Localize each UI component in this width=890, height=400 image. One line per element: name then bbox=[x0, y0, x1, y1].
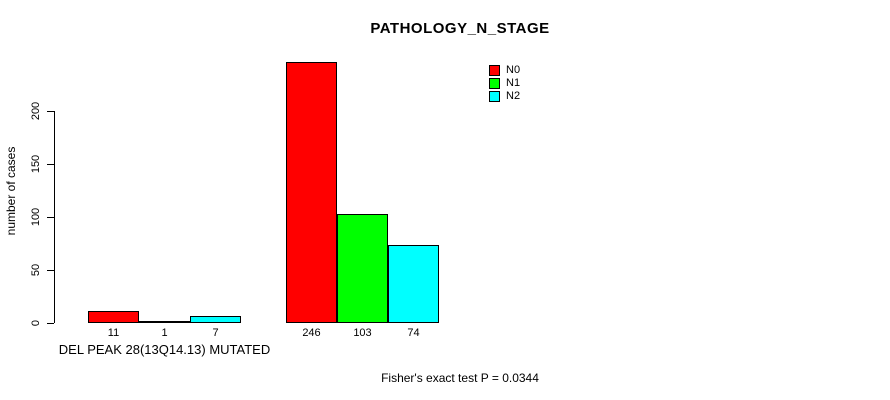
y-axis-tick-label: 150 bbox=[30, 154, 42, 174]
bar-value-label: 7 bbox=[212, 327, 219, 339]
legend-label-n1: N1 bbox=[506, 77, 521, 89]
chart-title: PATHOLOGY_N_STAGE bbox=[370, 20, 550, 37]
y-axis-tick bbox=[47, 217, 54, 218]
y-axis-tick bbox=[47, 164, 54, 165]
bar-n1-group1 bbox=[139, 321, 190, 323]
legend-label-n2: N2 bbox=[506, 90, 521, 102]
y-axis-tick-label: 100 bbox=[30, 207, 42, 227]
bar-n0-group2 bbox=[286, 62, 337, 323]
bar-n2-group1 bbox=[190, 316, 241, 323]
bar-value-label: 246 bbox=[302, 327, 321, 339]
y-axis-tick-label: 200 bbox=[30, 101, 42, 121]
y-axis-tick bbox=[47, 323, 54, 324]
y-axis-tick bbox=[47, 111, 54, 112]
legend-swatch-n2 bbox=[489, 91, 500, 102]
stat-caption: Fisher's exact test P = 0.0344 bbox=[381, 371, 539, 385]
bar-n2-group2 bbox=[388, 245, 439, 323]
legend-label-n0: N0 bbox=[506, 64, 521, 76]
bar-value-label: 103 bbox=[353, 327, 372, 339]
bar-n1-group2 bbox=[337, 214, 388, 323]
bar-n0-group1 bbox=[88, 311, 139, 323]
y-axis-line bbox=[54, 111, 55, 323]
y-axis-tick-label: 50 bbox=[30, 263, 42, 277]
bar-value-label: 11 bbox=[107, 327, 120, 339]
legend-swatch-n1 bbox=[489, 78, 500, 89]
x-group-label: DEL PEAK 28(13Q14.13) MUTATED bbox=[58, 342, 271, 357]
bar-value-label: 1 bbox=[161, 327, 168, 339]
legend-swatch-n0 bbox=[489, 65, 500, 76]
bar-value-label: 74 bbox=[407, 327, 420, 339]
y-axis-tick bbox=[47, 270, 54, 271]
y-axis-tick-label: 0 bbox=[30, 319, 42, 327]
